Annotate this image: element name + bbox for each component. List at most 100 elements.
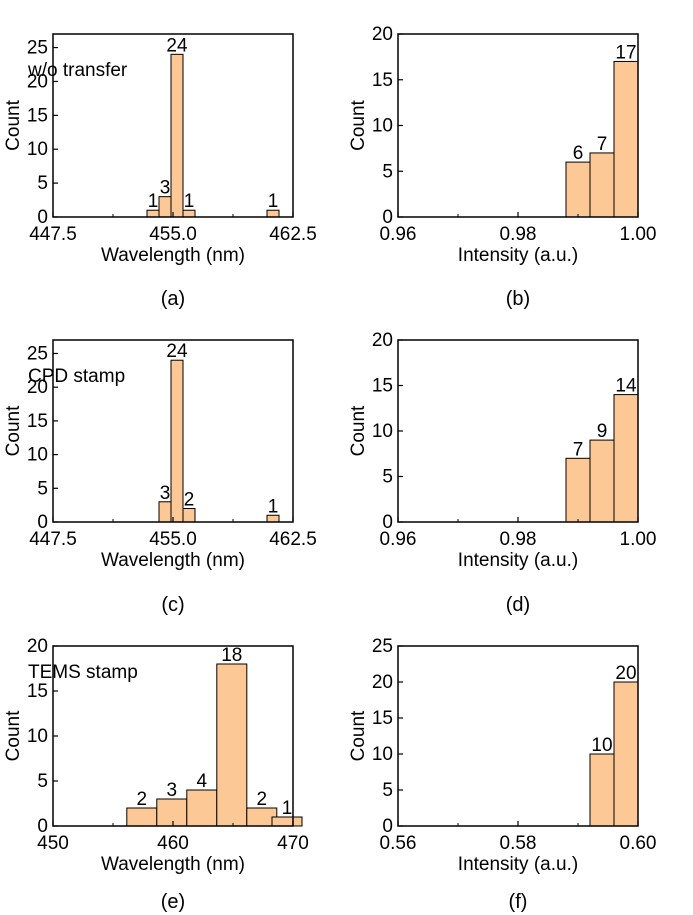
y-tick-label: 0 bbox=[37, 512, 48, 533]
y-tick-label: 0 bbox=[37, 207, 48, 228]
histogram-bar bbox=[589, 753, 615, 827]
y-tick-label: 0 bbox=[382, 207, 393, 228]
bar-value-label: 1 bbox=[282, 798, 293, 819]
y-tick-label: 15 bbox=[372, 376, 393, 397]
y-tick-label: 25 bbox=[372, 636, 393, 657]
histogram-bar bbox=[565, 457, 591, 523]
x-tick-label: 460 bbox=[157, 833, 189, 854]
bar-value-label: 2 bbox=[257, 789, 268, 810]
panel-caption: (a) bbox=[161, 288, 185, 310]
bar-value-label: 24 bbox=[166, 341, 188, 362]
y-axis-label: Count bbox=[348, 405, 369, 456]
x-tick-label: 0.96 bbox=[380, 224, 417, 245]
bar-value-label: 2 bbox=[137, 789, 148, 810]
y-tick-label: 25 bbox=[27, 38, 48, 59]
histogram-bar bbox=[589, 152, 615, 218]
histogram-bar bbox=[158, 196, 172, 218]
bar-value-label: 1 bbox=[148, 191, 159, 212]
x-tick-label: 0.96 bbox=[380, 529, 417, 550]
bar-value-label: 17 bbox=[615, 42, 636, 63]
x-tick-label: 450 bbox=[37, 833, 69, 854]
y-tick-label: 10 bbox=[372, 421, 393, 442]
bar-value-label: 20 bbox=[615, 663, 636, 684]
x-tick-label: 447.5 bbox=[29, 529, 77, 550]
panel-annotation: TEMS stamp bbox=[28, 662, 138, 683]
bar-value-label: 4 bbox=[197, 771, 208, 792]
histogram-bar bbox=[170, 359, 184, 523]
y-axis-label: Count bbox=[3, 405, 24, 456]
y-tick-label: 15 bbox=[372, 708, 393, 729]
y-tick-label: 10 bbox=[372, 744, 393, 765]
y-tick-label: 5 bbox=[382, 161, 393, 182]
x-tick-label: 0.60 bbox=[620, 833, 657, 854]
bar-value-label: 1 bbox=[268, 191, 279, 212]
y-tick-label: 5 bbox=[382, 467, 393, 488]
chart-panel: 79 14 0 5 10 15 20 0.96 0.98 1.00 Intensity (a.u.)… bbox=[348, 330, 656, 616]
x-axis-label: Wavelength (nm) bbox=[101, 854, 245, 875]
panel-caption: (b) bbox=[506, 288, 530, 310]
panel-caption: (d) bbox=[506, 594, 530, 616]
panel-caption: (e) bbox=[161, 891, 185, 913]
y-tick-label: 0 bbox=[37, 816, 48, 837]
x-tick-label: 455.0 bbox=[149, 529, 197, 550]
y-axis-label: Count bbox=[348, 99, 369, 150]
bar-value-label: 3 bbox=[160, 178, 171, 199]
bar-value-label: 14 bbox=[615, 376, 637, 397]
y-tick-label: 15 bbox=[372, 70, 393, 91]
y-tick-label: 5 bbox=[37, 478, 48, 499]
histogram-bar bbox=[126, 807, 158, 827]
histogram-bar bbox=[613, 60, 639, 218]
x-tick-label: 0.98 bbox=[500, 224, 537, 245]
bar-value-label: 1 bbox=[184, 191, 195, 212]
y-tick-label: 25 bbox=[27, 343, 48, 364]
x-axis-label: Intensity (a.u.) bbox=[458, 854, 578, 875]
x-axis-label: Wavelength (nm) bbox=[101, 550, 245, 571]
y-tick-label: 0 bbox=[382, 512, 393, 533]
x-axis-label: Intensity (a.u.) bbox=[458, 550, 578, 571]
panel-caption: (c) bbox=[161, 594, 184, 616]
histogram-bar bbox=[589, 439, 615, 523]
x-tick-label: 1.00 bbox=[620, 224, 657, 245]
y-tick-label: 20 bbox=[27, 71, 48, 92]
y-axis-label: Count bbox=[348, 710, 369, 761]
chart-panel: 6 7 17 0 5 10 15 20 0.96 0.98 1.00 Intensity (a.u.)… bbox=[348, 24, 656, 310]
histogram-bar bbox=[613, 394, 639, 523]
y-tick-label: 0 bbox=[382, 816, 393, 837]
x-tick-label: 0.98 bbox=[500, 529, 537, 550]
x-axis-label: Intensity (a.u.) bbox=[458, 245, 578, 266]
bar-value-label: 10 bbox=[591, 735, 612, 756]
y-tick-label: 5 bbox=[37, 771, 48, 792]
x-tick-label: 462.5 bbox=[269, 529, 317, 550]
bar-value-label: 7 bbox=[597, 134, 608, 155]
bar-value-label: 6 bbox=[573, 143, 584, 164]
y-tick-label: 20 bbox=[27, 377, 48, 398]
y-tick-label: 10 bbox=[27, 726, 48, 747]
bar-value-label: 3 bbox=[167, 780, 178, 801]
x-axis-label: Wavelength (nm) bbox=[101, 245, 245, 266]
histogram-bar bbox=[170, 53, 184, 218]
bar-value-label: 1 bbox=[268, 496, 279, 517]
panel-caption: (f) bbox=[509, 891, 528, 913]
histogram-bar bbox=[216, 663, 248, 827]
y-tick-label: 15 bbox=[27, 681, 48, 702]
y-tick-label: 20 bbox=[372, 672, 393, 693]
chart-panel: 10 20 0 5 10 15 20 25 0.56 0.58 0.60 Intensity (a.u… bbox=[348, 636, 656, 913]
y-tick-label: 20 bbox=[372, 330, 393, 351]
y-axis-label: Count bbox=[3, 99, 24, 150]
y-tick-label: 15 bbox=[27, 411, 48, 432]
y-tick-label: 5 bbox=[37, 173, 48, 194]
panel-annotation: CPD stamp bbox=[28, 366, 125, 387]
bar-value-label: 7 bbox=[573, 439, 584, 460]
x-tick-label: 462.5 bbox=[269, 224, 317, 245]
bar-value-label: 9 bbox=[597, 421, 608, 442]
y-tick-label: 5 bbox=[382, 780, 393, 801]
panel-annotation: w/o transfer bbox=[27, 60, 128, 81]
histogram-bar bbox=[158, 501, 172, 523]
y-tick-label: 15 bbox=[27, 105, 48, 126]
x-tick-label: 0.56 bbox=[380, 833, 417, 854]
x-tick-label: 0.58 bbox=[500, 833, 537, 854]
